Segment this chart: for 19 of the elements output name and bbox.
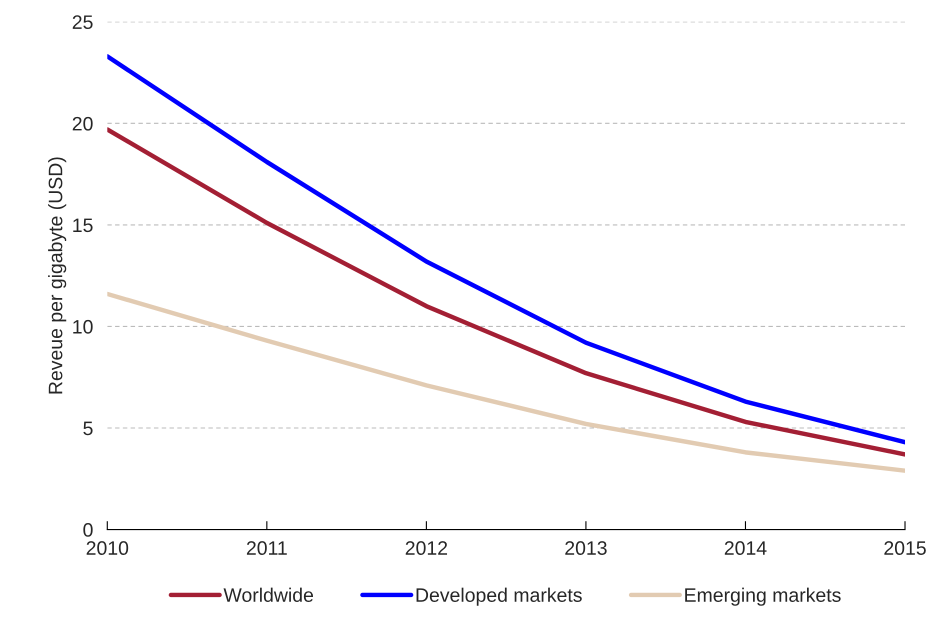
y-tick-label: 10 [73, 320, 93, 334]
x-tick-label: 2010 [86, 541, 128, 555]
legend-label: Worldwide [224, 588, 314, 602]
y-tick-label: 5 [83, 422, 93, 436]
x-tick-label: 2011 [246, 541, 287, 555]
line-series [107, 54, 906, 444]
x-tick-label: 2015 [884, 541, 926, 555]
line-series [107, 127, 906, 457]
y-tick-label: 20 [72, 116, 93, 131]
x-tick-label: 2014 [724, 541, 767, 555]
y-tick-label: 25 [72, 15, 93, 30]
legend-label: Emerging markets [685, 588, 841, 606]
x-tick-label: 2012 [406, 541, 448, 555]
x-tick-label: 2013 [565, 541, 607, 555]
line-series [107, 292, 906, 473]
legend-label: Developed markets [416, 588, 582, 606]
y-axis-title: Reveue per gigabyte (USD) [48, 157, 66, 394]
y-tick-label: 15 [73, 218, 93, 232]
y-tick-label: 0 [83, 523, 93, 537]
